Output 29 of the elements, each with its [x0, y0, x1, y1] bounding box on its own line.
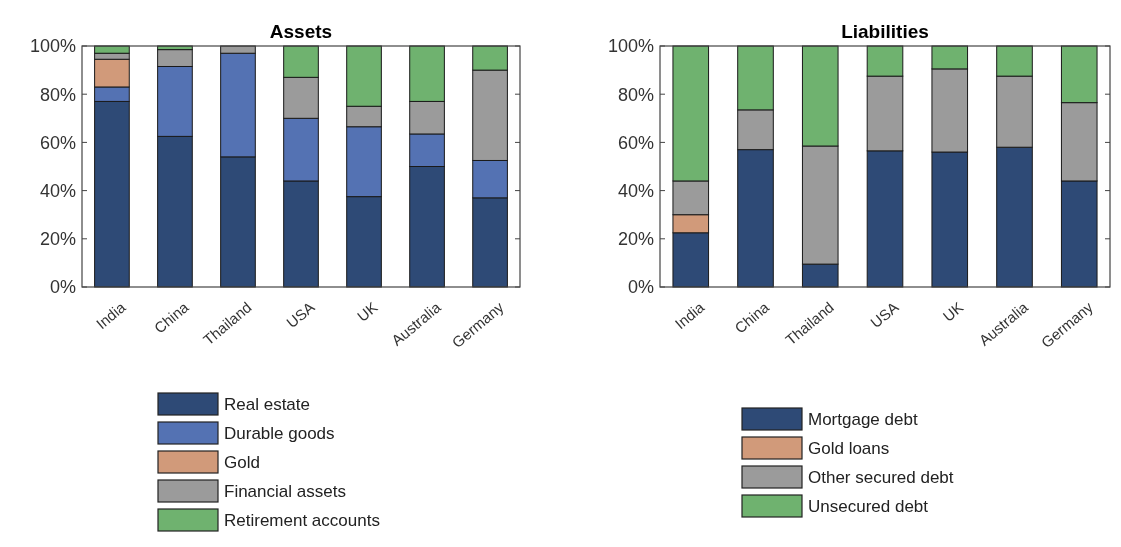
chart-title: Assets — [269, 21, 333, 42]
y-tick-label: 100% — [607, 36, 654, 57]
y-tick-label: 0% — [627, 277, 654, 298]
y-tick-label: 40% — [39, 180, 76, 201]
y-tick-label: 40% — [617, 180, 654, 201]
y-tick-label: 0% — [49, 277, 76, 298]
legend-label: Unsecured debt — [808, 496, 929, 516]
legend-label: Durable goods — [224, 423, 335, 443]
x-tick-label: India — [92, 297, 130, 333]
legend-label: Gold loans — [808, 438, 890, 458]
x-tick-label: USA — [283, 298, 318, 332]
legend-label: Mortgage debt — [808, 409, 918, 429]
x-tick-label: USA — [867, 298, 902, 332]
legend-label: Gold — [224, 452, 260, 472]
legend-label: Retirement accounts — [224, 510, 380, 530]
x-tick-label: UK — [939, 298, 967, 325]
legend-label: Real estate — [224, 394, 310, 414]
y-tick-label: 80% — [617, 84, 654, 105]
x-tick-label: UK — [353, 298, 381, 325]
chart-title: Liabilities — [841, 21, 929, 42]
legend-label: Other secured debt — [808, 467, 954, 487]
legend-label: Financial assets — [224, 481, 346, 501]
y-tick-label: 20% — [39, 229, 76, 250]
y-tick-label: 80% — [39, 84, 76, 105]
y-tick-label: 60% — [39, 132, 76, 153]
x-tick-label: India — [671, 297, 708, 333]
y-tick-label: 20% — [617, 229, 654, 250]
y-tick-label: 100% — [29, 36, 76, 57]
y-tick-label: 60% — [617, 132, 654, 153]
